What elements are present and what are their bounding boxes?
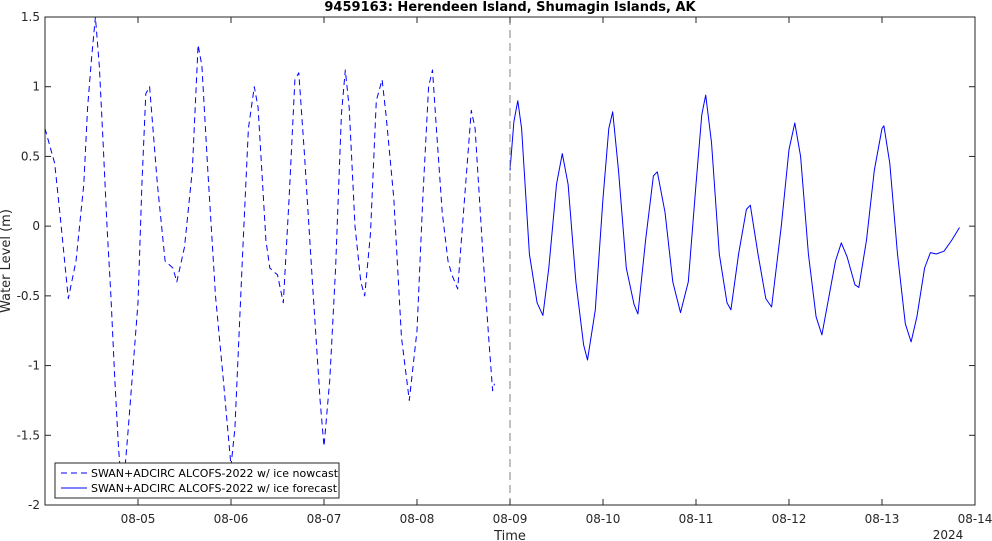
- legend-entry-forecast: SWAN+ADCIRC ALCOFS-2022 w/ ice forecast: [91, 482, 338, 495]
- x-tick-label: 08-14: [958, 512, 992, 526]
- x-tick-label: 08-10: [586, 512, 621, 526]
- legend-box: [54, 462, 340, 499]
- y-tick-label: -2: [28, 498, 40, 512]
- x-tick-label: 08-12: [772, 512, 807, 526]
- x-tick-label: 08-08: [400, 512, 435, 526]
- x-axis: 08-05 08-06 08-07 08-08 08-09 08-10 08-11 08-12…: [121, 17, 992, 526]
- x-tick-label: 08-11: [679, 512, 714, 526]
- y-tick-label: -1.5: [17, 428, 40, 442]
- y-tick-label: 1: [32, 80, 40, 94]
- legend: SWAN+ADCIRC ALCOFS-2022 w/ ice nowcast S…: [54, 462, 340, 499]
- y-tick-label: 0: [32, 219, 40, 233]
- y-tick-label: -0.5: [17, 289, 40, 303]
- y-tick-label: -1: [28, 359, 40, 373]
- legend-entry-nowcast: SWAN+ADCIRC ALCOFS-2022 w/ ice nowcast: [91, 467, 339, 480]
- chart-title: 9459163: Herendeen Island, Shumagin Isla…: [324, 0, 696, 15]
- x-axis-year-label: 2024: [933, 528, 964, 541]
- y-axis-label: Water Level (m): [0, 209, 14, 313]
- y-axis: -2 -1.5 -1 -0.5 0 0.5 1 1.5: [17, 10, 975, 512]
- series-layer: [44, 16, 960, 499]
- x-tick-label: 08-06: [214, 512, 249, 526]
- x-tick-label: 08-07: [307, 512, 342, 526]
- y-tick-label: 1.5: [21, 10, 40, 24]
- y-tick-label: 0.5: [21, 149, 40, 163]
- x-tick-label: 08-09: [493, 512, 528, 526]
- x-axis-label: Time: [493, 529, 526, 541]
- x-tick-label: 08-05: [121, 512, 156, 526]
- x-tick-label: 08-13: [865, 512, 900, 526]
- forecast-series-line: [509, 94, 960, 361]
